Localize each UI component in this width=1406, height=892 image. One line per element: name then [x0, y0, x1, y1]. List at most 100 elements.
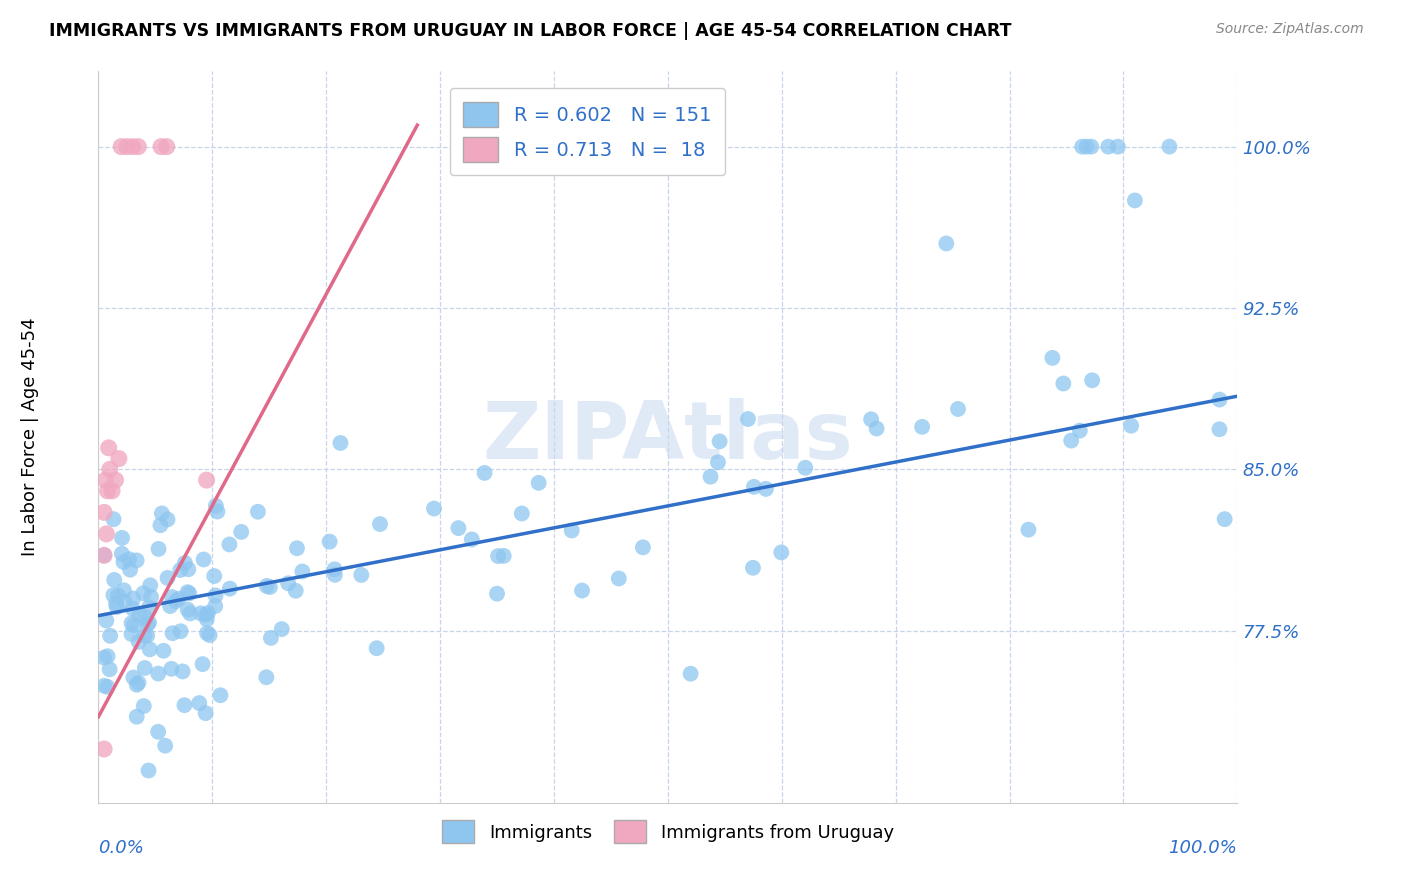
Point [709, 434, 731, 449]
Point [284, 583, 307, 598]
Point [794, 460, 817, 475]
Point [207, 504, 229, 518]
Text: Source: ZipAtlas.com: Source: ZipAtlas.com [1216, 22, 1364, 37]
Point [935, 236, 957, 251]
Point [93, 548, 115, 562]
Point [97, 649, 120, 664]
Point [368, 517, 391, 532]
Point [101, 483, 124, 498]
Point [1052, 376, 1074, 391]
Point [204, 589, 226, 603]
Point [699, 469, 721, 483]
Point [607, 572, 630, 586]
Point [510, 507, 533, 521]
Point [114, 594, 136, 608]
Point [103, 588, 125, 602]
Point [103, 573, 125, 587]
Point [105, 597, 128, 611]
Point [108, 451, 131, 466]
Point [204, 599, 226, 613]
Point [146, 724, 169, 739]
Point [329, 436, 352, 450]
Point [139, 642, 162, 657]
Point [231, 524, 253, 539]
Point [195, 626, 218, 640]
Point [350, 568, 373, 582]
Point [139, 590, 162, 604]
Point [107, 589, 129, 603]
Point [125, 710, 148, 724]
Point [742, 561, 765, 575]
Point [128, 608, 150, 623]
Point [492, 549, 515, 563]
Point [139, 578, 162, 592]
Point [177, 562, 200, 576]
Point [127, 139, 149, 153]
Point [176, 585, 198, 599]
Point [194, 607, 217, 622]
Point [742, 480, 765, 494]
Point [1123, 194, 1146, 208]
Point [323, 567, 346, 582]
Point [193, 552, 215, 566]
Point [860, 412, 883, 426]
Point [259, 580, 281, 594]
Point [96, 483, 118, 498]
Point [1107, 139, 1129, 153]
Point [1080, 139, 1102, 153]
Point [128, 675, 150, 690]
Point [112, 555, 135, 569]
Point [194, 706, 217, 720]
Point [205, 499, 228, 513]
Point [136, 617, 159, 632]
Point [1121, 418, 1143, 433]
Point [132, 586, 155, 600]
Point [188, 696, 211, 710]
Point [93, 505, 115, 519]
Point [1159, 139, 1181, 153]
Point [118, 552, 141, 566]
Point [561, 524, 583, 538]
Point [93, 549, 115, 563]
Point [98, 662, 121, 676]
Point [946, 401, 969, 416]
Point [195, 612, 218, 626]
Point [138, 600, 160, 615]
Point [93, 679, 115, 693]
Point [1097, 139, 1119, 153]
Text: In Labor Force | Age 45-54: In Labor Force | Age 45-54 [21, 318, 39, 557]
Point [190, 607, 212, 621]
Point [125, 678, 148, 692]
Point [122, 591, 145, 606]
Point [366, 641, 388, 656]
Point [486, 549, 509, 563]
Point [911, 420, 934, 434]
Point [1060, 434, 1083, 448]
Point [115, 139, 138, 153]
Point [173, 556, 195, 570]
Point [96, 527, 118, 541]
Point [197, 606, 219, 620]
Point [202, 569, 225, 583]
Text: IMMIGRANTS VS IMMIGRANTS FROM URUGUAY IN LABOR FORCE | AGE 45-54 CORRELATION CHA: IMMIGRANTS VS IMMIGRANTS FROM URUGUAY IN… [49, 22, 1012, 40]
Point [173, 698, 195, 713]
Point [461, 533, 484, 547]
Legend: Immigrants, Immigrants from Uruguay: Immigrants, Immigrants from Uruguay [433, 811, 903, 852]
Point [96, 614, 118, 628]
Point [270, 622, 292, 636]
Point [120, 563, 142, 577]
Point [179, 607, 201, 621]
Point [291, 565, 314, 579]
Point [179, 586, 201, 600]
Point [707, 455, 730, 469]
Point [97, 441, 120, 455]
Point [277, 576, 299, 591]
Point [486, 587, 509, 601]
Point [149, 518, 172, 533]
Point [1071, 139, 1094, 153]
Point [167, 591, 190, 606]
Point [156, 512, 179, 526]
Point [527, 475, 550, 490]
Point [103, 512, 125, 526]
Point [104, 473, 127, 487]
